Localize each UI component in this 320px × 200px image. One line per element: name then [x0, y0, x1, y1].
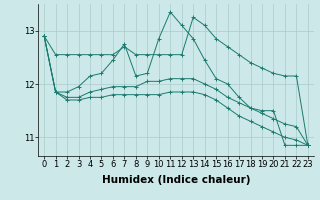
- X-axis label: Humidex (Indice chaleur): Humidex (Indice chaleur): [102, 175, 250, 185]
